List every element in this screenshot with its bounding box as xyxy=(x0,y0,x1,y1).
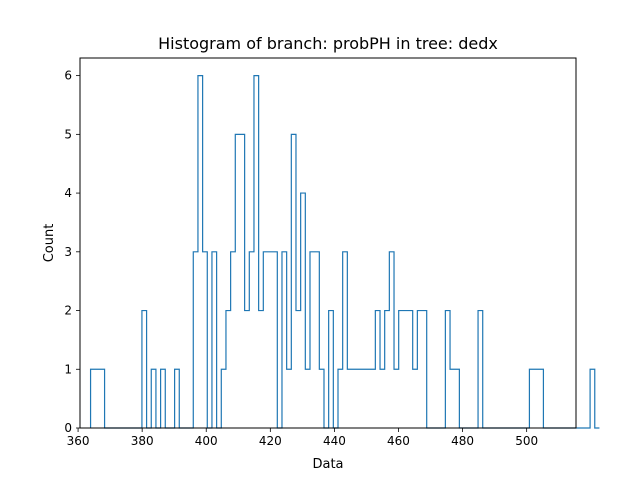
chart-title: Histogram of branch: probPH in tree: ded… xyxy=(158,34,498,53)
x-tick-label: 500 xyxy=(515,434,538,448)
y-tick-label: 1 xyxy=(64,362,72,376)
y-tick-label: 2 xyxy=(64,304,72,318)
x-tick-label: 440 xyxy=(323,434,346,448)
axes xyxy=(79,57,577,429)
y-tick-label: 5 xyxy=(64,127,72,141)
x-tick-label: 460 xyxy=(387,434,410,448)
y-tick-label: 6 xyxy=(64,69,72,83)
x-tick-label: 360 xyxy=(67,434,90,448)
y-axis-label: Count xyxy=(42,224,57,263)
y-tick-label: 0 xyxy=(64,421,72,435)
y-tick-label: 4 xyxy=(64,186,72,200)
x-tick-label: 380 xyxy=(131,434,154,448)
axes-frame xyxy=(79,57,577,429)
x-tick-label: 420 xyxy=(259,434,282,448)
x-axis-label: Data xyxy=(312,457,343,472)
x-tick-label: 480 xyxy=(451,434,474,448)
x-tick-label: 400 xyxy=(195,434,218,448)
ticks: 360 380 400 420 440 460 480 500 0 1 2 3 4 5 6 xyxy=(64,69,538,448)
y-tick-label: 3 xyxy=(64,245,72,259)
